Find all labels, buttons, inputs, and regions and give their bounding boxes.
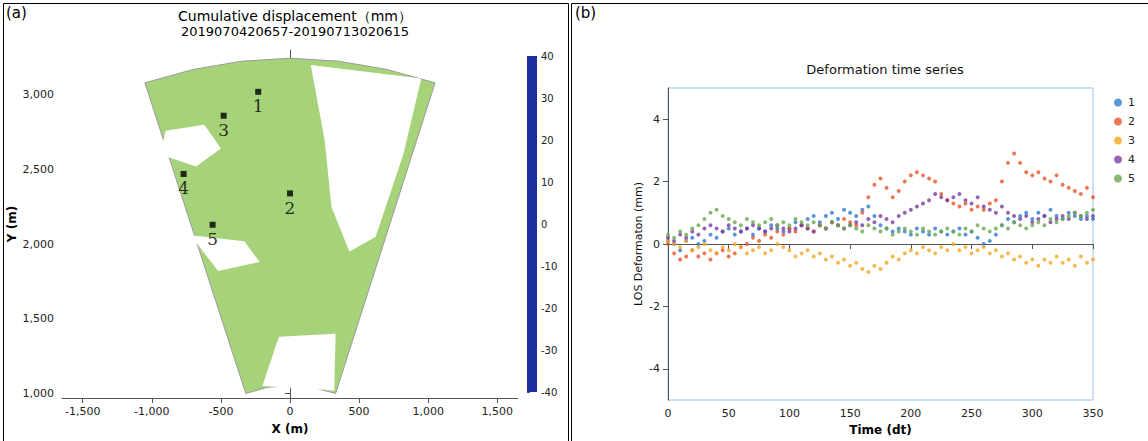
svg-text:3,000: 3,000	[23, 88, 55, 101]
svg-text:-4: -4	[649, 362, 660, 375]
svg-text:5: 5	[207, 229, 218, 249]
svg-text:300: 300	[1022, 407, 1043, 420]
svg-text:0: 0	[665, 407, 672, 420]
svg-text:100: 100	[779, 407, 800, 420]
svg-text:2: 2	[653, 175, 660, 188]
svg-text:1: 1	[1128, 96, 1135, 109]
svg-text:4: 4	[653, 113, 660, 126]
svg-text:-2: -2	[649, 300, 660, 313]
svg-text:350: 350	[1083, 407, 1104, 420]
svg-text:1,000: 1,000	[412, 405, 444, 418]
svg-text:200: 200	[900, 407, 921, 420]
svg-text:3: 3	[1128, 134, 1135, 147]
svg-text:500: 500	[349, 405, 370, 418]
svg-text:(a): (a)	[6, 4, 27, 22]
svg-text:40: 40	[541, 51, 554, 62]
svg-text:4: 4	[1128, 153, 1135, 166]
svg-text:2,000: 2,000	[23, 238, 55, 251]
svg-text:0: 0	[287, 405, 294, 418]
svg-text:10: 10	[541, 177, 554, 188]
svg-text:3: 3	[218, 120, 229, 140]
svg-text:Y (m): Y (m)	[5, 206, 19, 243]
svg-text:250: 250	[961, 407, 982, 420]
svg-text:1,000: 1,000	[23, 387, 55, 400]
svg-text:20: 20	[541, 135, 554, 146]
svg-text:1,500: 1,500	[482, 405, 514, 418]
svg-text:50: 50	[722, 407, 736, 420]
svg-text:150: 150	[840, 407, 861, 420]
svg-text:-30: -30	[541, 345, 557, 356]
svg-text:4: 4	[178, 178, 189, 198]
svg-text:LOS Deformaton (mm): LOS Deformaton (mm)	[632, 182, 645, 306]
svg-text:5: 5	[1128, 172, 1135, 185]
svg-text:2,500: 2,500	[23, 163, 55, 176]
svg-text:2019070420657-20190713020615: 2019070420657-20190713020615	[181, 24, 409, 39]
svg-text:-1,000: -1,000	[134, 405, 169, 418]
svg-text:-10: -10	[541, 261, 557, 272]
svg-text:Cumulative displacement（mm）: Cumulative displacement（mm）	[178, 8, 412, 24]
svg-text:(b): (b)	[575, 4, 596, 22]
svg-text:30: 30	[541, 93, 554, 104]
svg-text:Time (dt): Time (dt)	[849, 423, 911, 437]
svg-text:1,500: 1,500	[23, 312, 55, 325]
svg-text:X (m): X (m)	[272, 422, 309, 436]
svg-text:0: 0	[541, 219, 547, 230]
svg-text:2: 2	[285, 198, 296, 218]
svg-text:0: 0	[653, 238, 660, 251]
svg-text:-500: -500	[208, 405, 233, 418]
svg-text:-40: -40	[541, 387, 557, 398]
svg-text:Deformation time series: Deformation time series	[806, 62, 964, 77]
svg-text:1: 1	[253, 96, 264, 116]
svg-text:-20: -20	[541, 303, 557, 314]
svg-text:2: 2	[1128, 115, 1135, 128]
svg-text:-1,500: -1,500	[65, 405, 100, 418]
